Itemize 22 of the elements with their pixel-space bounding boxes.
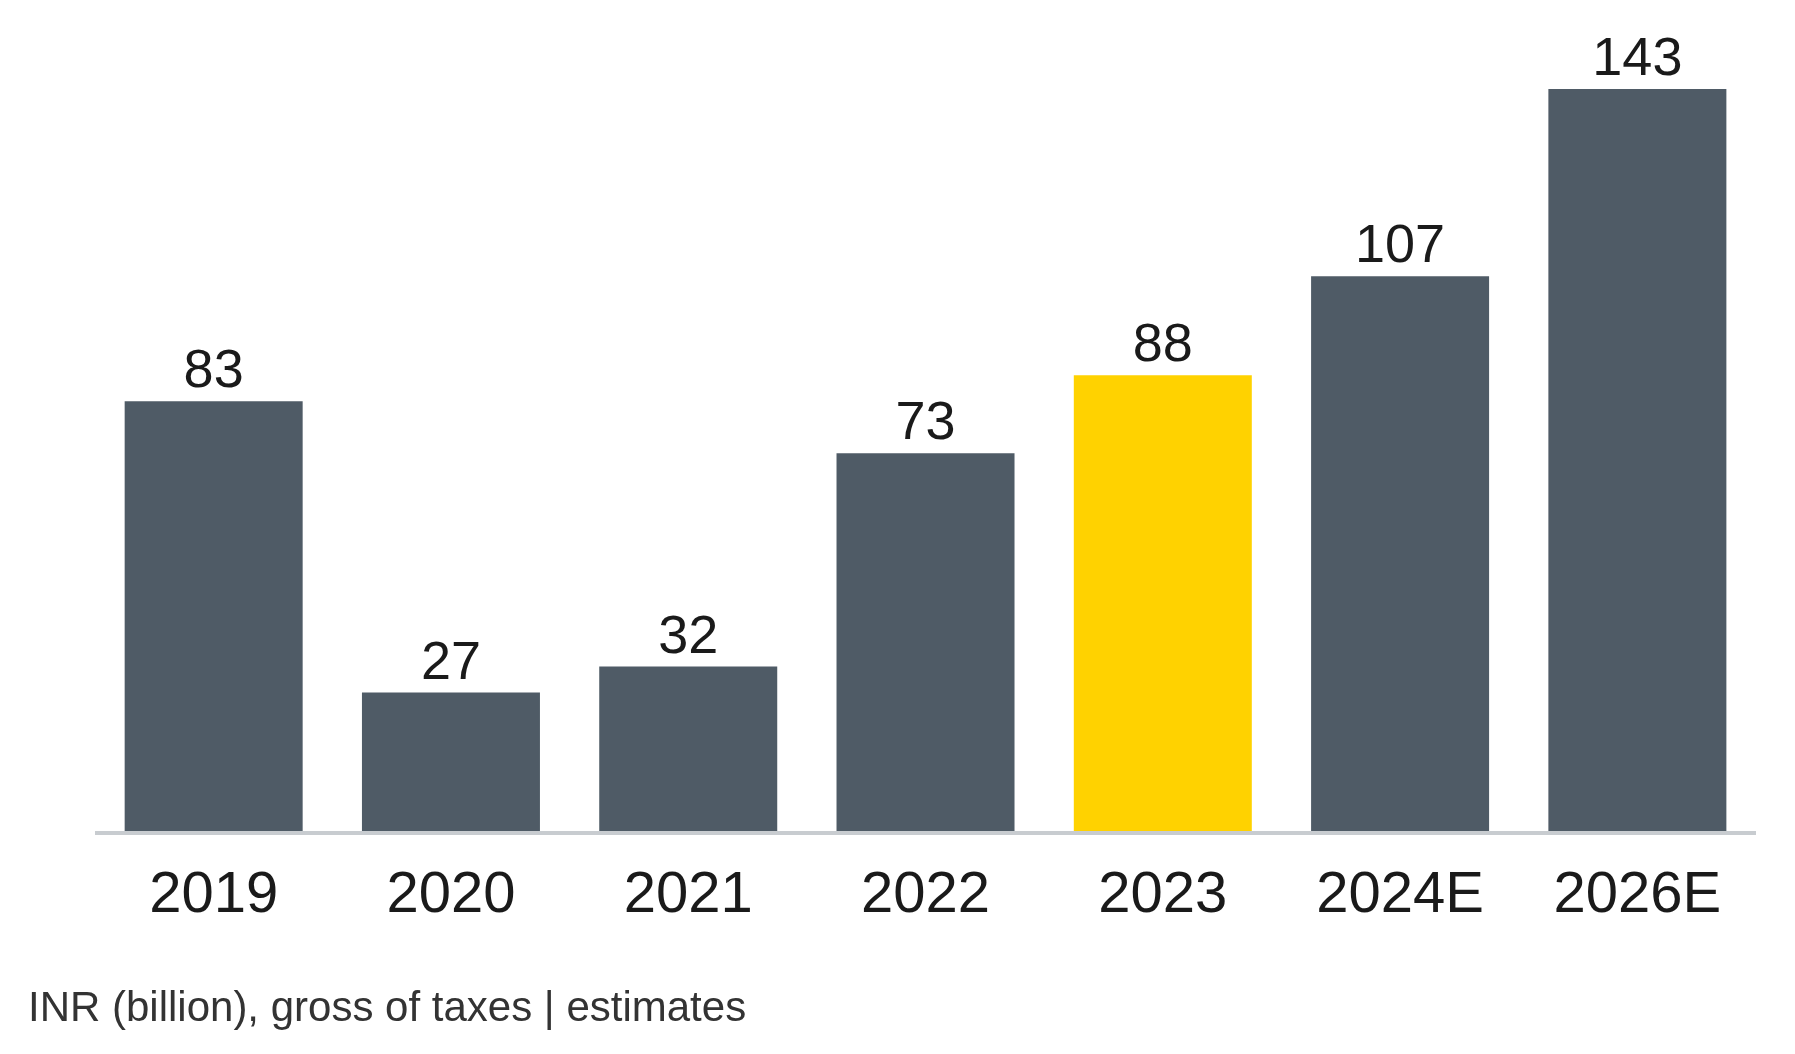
x-tick-label: 2020 bbox=[386, 859, 516, 925]
data-label: 73 bbox=[895, 390, 956, 451]
bar bbox=[599, 666, 778, 833]
x-tick-label: 2021 bbox=[623, 859, 753, 925]
data-label: 88 bbox=[1132, 312, 1193, 373]
bar bbox=[1311, 276, 1490, 833]
bar bbox=[124, 401, 303, 833]
x-tick-label: 2022 bbox=[860, 859, 991, 925]
bar bbox=[1073, 375, 1252, 833]
x-tick-label: 2023 bbox=[1098, 859, 1228, 925]
x-tick-label: 2019 bbox=[149, 859, 279, 925]
data-label: 27 bbox=[420, 629, 481, 690]
bar bbox=[361, 692, 540, 833]
data-label: 107 bbox=[1355, 213, 1446, 274]
x-tick-label: 2024E bbox=[1316, 859, 1484, 925]
data-label: 32 bbox=[658, 603, 719, 664]
bar bbox=[1548, 89, 1727, 833]
bar bbox=[836, 453, 1015, 833]
text: INR (billion), gross of taxes | estimates bbox=[28, 983, 747, 1031]
x-tick-label: 2026E bbox=[1553, 859, 1722, 925]
data-label: 83 bbox=[183, 338, 244, 399]
data-label: 143 bbox=[1592, 26, 1683, 86]
